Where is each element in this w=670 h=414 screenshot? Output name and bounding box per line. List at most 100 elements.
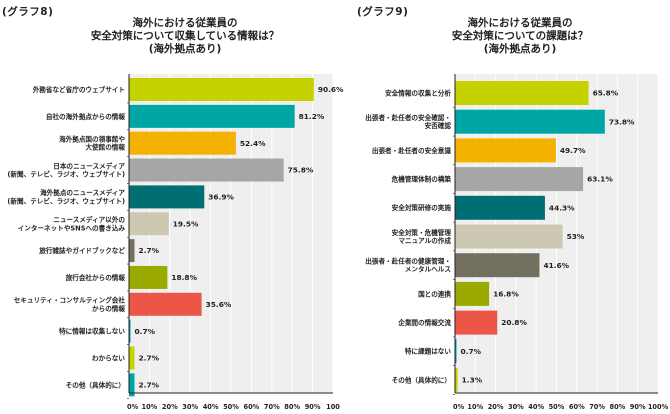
graph9-x-tick-label: 50%	[549, 403, 565, 411]
graph8-category-label: 外務省など省庁のウェブサイト	[33, 85, 125, 94]
graph8-x-tick-label: 100	[326, 403, 340, 411]
graph8-value-label: 19.5%	[173, 219, 199, 228]
graph8-x-tick-label: 70%	[264, 403, 280, 411]
graph9-value-label: 49.7%	[560, 146, 586, 155]
graph8-category-label: わからない	[92, 353, 125, 362]
graph8-bar	[129, 78, 314, 101]
graph8-x-tick-label: 20%	[162, 403, 178, 411]
graph9-x-tick-label: 30%	[508, 403, 524, 411]
graph9-category-label: 安全対策研修の実施	[392, 203, 452, 212]
graph8-category-label: (新聞、テレビ、ラジオ、ウェブサイト)	[7, 196, 125, 205]
graph8-bar	[129, 346, 135, 370]
graph9-value-label: 1.3%	[462, 376, 483, 385]
graph8-category-label: 旅行雑誌やガイドブックなど	[38, 246, 125, 255]
graph9-x-tick-label: 100%	[648, 403, 669, 411]
graph9-value-label: 73.8%	[609, 117, 635, 126]
graph8-bar	[129, 104, 295, 128]
graph9-x-tick-label: 10%	[467, 403, 483, 411]
graph9-bar	[455, 253, 540, 278]
graph9-title-line1: 海外における従業員の	[467, 17, 573, 29]
graph9-category-label: 安否確認	[425, 121, 452, 130]
graph8-category-label: 大使館の情報	[85, 143, 125, 152]
graph8-x-tick-label: 0%	[127, 403, 139, 411]
graph9-category-label: 安全対策・危機管理	[392, 228, 452, 237]
graph9-value-label: 53%	[567, 232, 585, 241]
graph9-category-label: 特に課題はない	[405, 347, 452, 356]
graph8-title-line1: 海外における従業員の	[132, 17, 238, 29]
graph9-category-label: その他（具体的に）	[392, 375, 451, 384]
graph9-x-tick-label: 70%	[589, 403, 605, 411]
graph8-category-label: 日本のニュースメディア	[53, 161, 125, 170]
graph8-x-tick-label: 60%	[244, 403, 260, 411]
graph8-title: 海外における従業員の 安全対策について収集している情報は？ (海外拠点あり)	[40, 17, 330, 56]
graph8-value-label: 52.4%	[240, 139, 266, 148]
graph9-bar	[455, 368, 458, 392]
graph9-bar	[455, 109, 605, 134]
graph8-category-label: からの情報	[92, 304, 125, 313]
graph8-value-label: 75.8%	[288, 166, 314, 175]
graph9-value-label: 20.8%	[501, 318, 527, 327]
graph9-category-label: 国との連携	[418, 289, 451, 298]
graph8-category-label: その他（具体的に）	[66, 380, 125, 389]
graph8-value-label: 35.6%	[206, 300, 232, 309]
graph9-number: (グラフ9)	[357, 6, 409, 18]
graph9-category-label: メンタルヘルス	[405, 265, 452, 274]
graph8-x-tick-label: 40%	[203, 403, 219, 411]
graph9-x-tick-label: 90%	[630, 403, 646, 411]
graph8-title-line3: (海外拠点あり)	[148, 43, 222, 55]
graph9-x-tick-label: 60%	[569, 403, 585, 411]
graph9-category-label: 安全情報の収集と分析	[385, 88, 451, 97]
graph9-value-label: 41.6%	[543, 261, 569, 270]
graph8-bar	[129, 373, 135, 397]
graph9-value-label: 16.8%	[493, 290, 519, 299]
graph8-category-label: インターネットやSNSへの書き込み	[18, 223, 126, 232]
graph9-bar	[455, 281, 490, 306]
graph8-x-tick-label: 30%	[182, 403, 198, 411]
graph8-bar	[129, 292, 202, 316]
graph8-category-label: 海外拠点国の領事館や	[59, 135, 125, 144]
graph8-value-label: 90.6%	[318, 85, 344, 94]
graph9-category-label: マニュアルの作成	[398, 236, 451, 245]
graph9-x-tick-label: 40%	[528, 403, 544, 411]
graph8-x-tick-label: 80%	[284, 403, 300, 411]
graph8-value-label: 2.7%	[139, 354, 160, 363]
graph9-bar	[455, 195, 545, 220]
graph8-bar	[129, 265, 168, 289]
graph8-number: (グラフ8)	[2, 6, 54, 18]
graph9-value-label: 44.3%	[549, 203, 575, 212]
graph8-bar	[129, 239, 135, 263]
graph8-x-tick-label: 90%	[305, 403, 321, 411]
graph8-category-label: 自社の海外拠点からの情報	[46, 112, 126, 121]
graph8-category-label: 特に情報は収集しない	[59, 327, 125, 336]
graph8-title-line2: 安全対策について収集している情報は？	[90, 30, 280, 42]
graph9-bar	[455, 224, 563, 249]
graph8-category-label: (新聞、テレビ、ラジオ、ウェブサイト)	[7, 170, 125, 179]
graph8-bar	[129, 185, 205, 209]
graph9-value-label: 65.8%	[593, 89, 619, 98]
graph9-bar	[455, 81, 589, 105]
graph8-category-label: セキュリティ・コンサルティング会社	[14, 296, 126, 305]
graph9-x-tick-label: 20%	[488, 403, 504, 411]
graph9-value-label: 0.7%	[461, 347, 482, 356]
graph8-category-label: 海外拠点のニュースメディア	[40, 188, 125, 197]
graph8-category-label: ニュースメディア以外の	[53, 215, 125, 224]
graph8-bar	[129, 158, 284, 182]
graph8-value-label: 2.7%	[139, 380, 160, 389]
graph9-category-label: 企業間の情報交流	[397, 318, 451, 327]
graph8-bar	[129, 319, 131, 343]
graph8-value-label: 0.7%	[135, 327, 156, 336]
graph8-value-label: 18.8%	[171, 273, 197, 282]
graph8-x-tick-label: 50%	[223, 403, 239, 411]
graph9-title: 海外における従業員の 安全対策についての課題は？ (海外拠点あり)	[410, 17, 630, 56]
graph8-value-label: 36.9%	[208, 193, 234, 202]
graph9-bar	[455, 138, 556, 163]
graph8-bar	[129, 212, 169, 236]
graph8-bar	[129, 131, 236, 155]
graph9-category-label: 出張者・赴任者の安全意識	[372, 146, 452, 155]
graph9-x-tick-label: 0%	[453, 403, 465, 411]
graph9-title-line3: (海外拠点あり)	[483, 43, 557, 55]
graph9-bar	[455, 339, 457, 364]
graph9-value-label: 63.1%	[587, 175, 613, 184]
graph9-category-label: 出張者・赴任者の健康管理・	[365, 257, 451, 266]
